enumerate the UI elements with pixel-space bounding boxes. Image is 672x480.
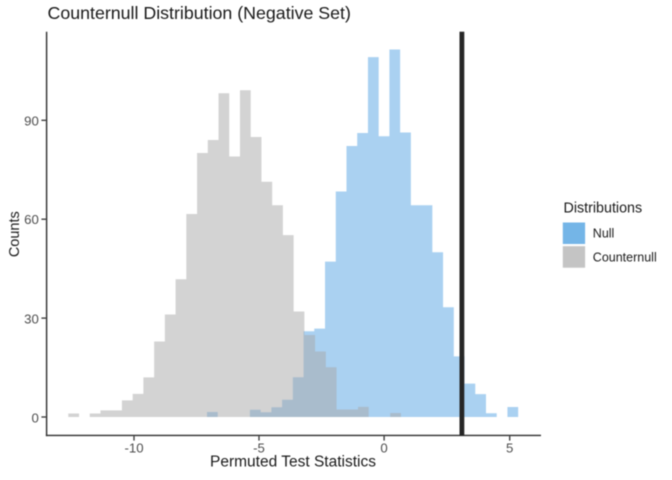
svg-text:-5: -5 bbox=[253, 441, 265, 456]
svg-text:Permuted Test Statistics: Permuted Test Statistics bbox=[210, 454, 376, 471]
svg-text:0: 0 bbox=[380, 441, 387, 456]
svg-text:Counternull Distribution (Nega: Counternull Distribution (Negative Set) bbox=[48, 3, 351, 23]
svg-text:-10: -10 bbox=[124, 441, 143, 456]
svg-text:Null: Null bbox=[593, 227, 615, 241]
svg-text:60: 60 bbox=[24, 212, 39, 227]
svg-text:Counternull: Counternull bbox=[593, 250, 657, 264]
svg-text:30: 30 bbox=[24, 312, 39, 327]
svg-text:0: 0 bbox=[31, 410, 38, 425]
svg-text:Distributions: Distributions bbox=[564, 201, 643, 217]
svg-text:Counts: Counts bbox=[7, 211, 23, 257]
svg-text:5: 5 bbox=[506, 441, 513, 456]
svg-text:90: 90 bbox=[24, 114, 39, 129]
